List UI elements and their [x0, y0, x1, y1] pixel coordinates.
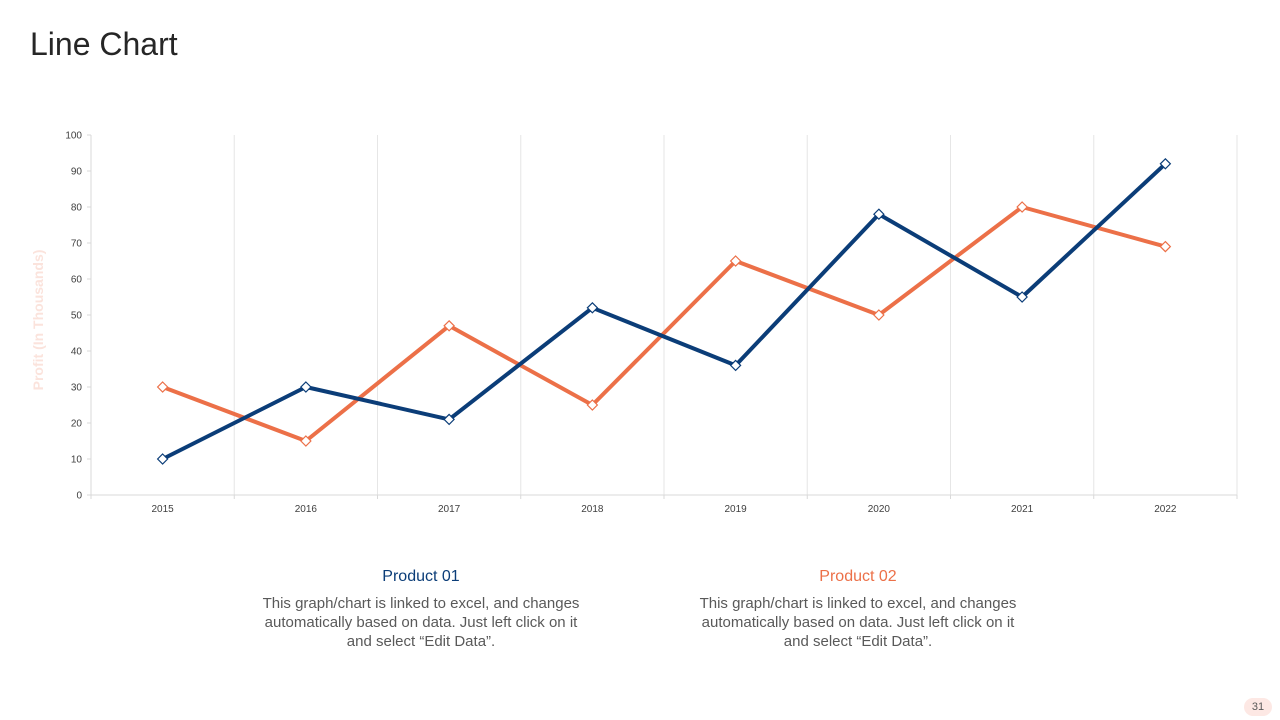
y-tick-label: 100: [65, 131, 82, 142]
data-point-product-02: [300, 435, 312, 447]
y-tick-label: 30: [71, 383, 83, 394]
data-point-product-02: [1159, 240, 1172, 253]
slide-title: Line Chart: [30, 26, 178, 62]
data-point-product-02: [1016, 201, 1028, 213]
y-tick-label: 80: [71, 203, 83, 214]
data-point-product-02: [729, 255, 742, 267]
legend-description-product-02: This graph/chart is linked to excel, and…: [699, 595, 1017, 650]
data-point-product-02: [873, 309, 885, 321]
data-point-product-01: [586, 301, 599, 314]
series-line-product-01: [160, 161, 1168, 461]
x-tick-label: 2015: [152, 504, 175, 515]
legend-product-01: Product 01 This graph/chart is linked to…: [261, 568, 581, 651]
y-tick-label: 90: [71, 167, 83, 178]
legend-title-product-01: Product 01: [382, 568, 460, 585]
y-tick-label: 40: [71, 347, 83, 358]
data-point-product-02: [156, 381, 169, 393]
y-axis-label: Profit (In Thousands): [30, 250, 46, 391]
y-tick-label: 60: [71, 275, 83, 286]
legend-product-02: Product 02 This graph/chart is linked to…: [698, 568, 1018, 651]
page-number: 31: [1244, 698, 1272, 716]
x-tick-label: 2021: [1011, 504, 1034, 515]
legend-description-product-01: This graph/chart is linked to excel, and…: [262, 595, 580, 650]
data-point-product-01: [873, 208, 885, 221]
x-tick-label: 2019: [725, 504, 748, 515]
series-line-product-02: [160, 205, 1168, 443]
y-tick-label: 70: [71, 239, 83, 250]
data-point-product-02: [586, 399, 599, 411]
data-point-product-01: [1159, 157, 1172, 170]
data-point-product-01: [1016, 291, 1028, 303]
data-point-product-01: [443, 413, 455, 426]
x-tick-label: 2018: [581, 504, 604, 515]
data-point-product-02: [443, 319, 455, 332]
data-point-product-01: [156, 453, 169, 465]
y-tick-label: 10: [71, 455, 83, 466]
y-tick-label: 20: [71, 419, 83, 430]
legend-title-product-02: Product 02: [819, 568, 897, 585]
x-tick-label: 2016: [295, 504, 318, 515]
x-tick-label: 2017: [438, 504, 461, 515]
data-point-product-01: [300, 381, 312, 393]
data-point-product-01: [729, 359, 742, 372]
y-tick-label: 50: [71, 311, 83, 322]
x-tick-label: 2022: [1154, 504, 1177, 515]
y-tick-label: 0: [76, 491, 82, 502]
x-tick-label: 2020: [868, 504, 891, 515]
